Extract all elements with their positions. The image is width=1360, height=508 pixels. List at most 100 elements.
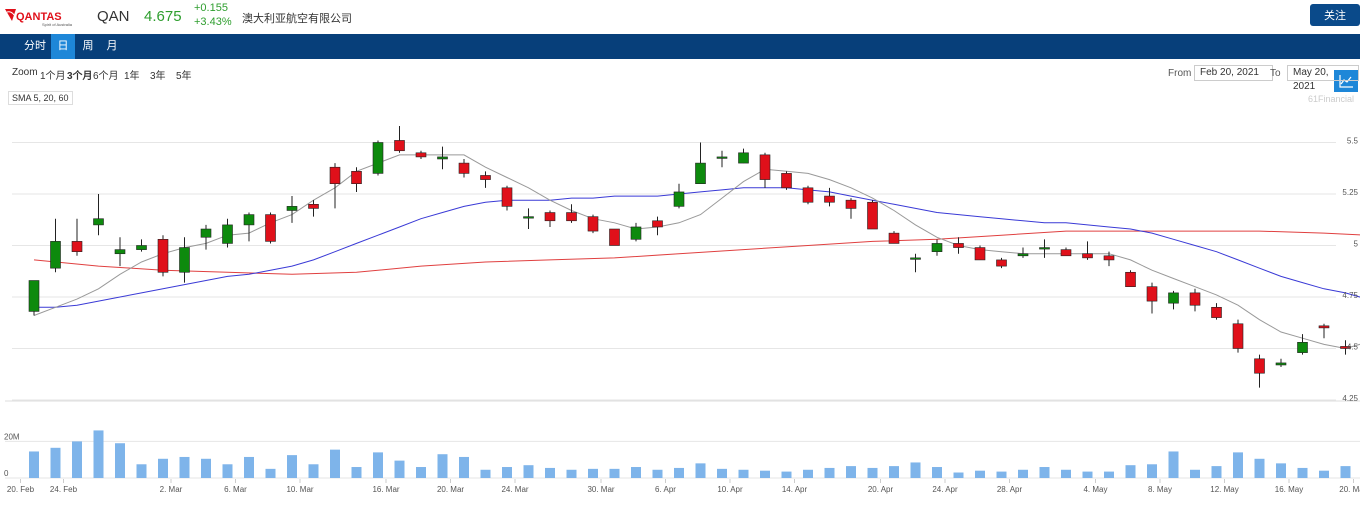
volume-bar <box>609 468 620 478</box>
volume-bar <box>631 467 641 478</box>
candle <box>501 185 513 211</box>
volume-bar <box>136 464 147 478</box>
zoom-1-year[interactable]: 1年 <box>124 71 140 82</box>
to-label: To <box>1270 68 1281 79</box>
candle-body <box>652 220 663 228</box>
candle-body <box>1254 358 1265 374</box>
volume-bar <box>932 467 942 478</box>
candle <box>157 235 169 277</box>
candle <box>716 150 728 168</box>
candle-body <box>329 166 341 185</box>
candle-body <box>974 247 986 261</box>
tab-intraday[interactable]: 分时 <box>24 40 46 52</box>
candle-body <box>501 187 513 207</box>
candle <box>759 152 771 188</box>
candle <box>996 257 1007 269</box>
candle-body <box>759 154 771 180</box>
candle <box>802 185 814 205</box>
to-date-input[interactable]: May 20, 2021 <box>1287 65 1359 92</box>
candle-body <box>179 247 190 273</box>
sma60-layer <box>33 230 1360 275</box>
volume-bar <box>351 467 362 478</box>
chart-type-icon[interactable] <box>1334 70 1358 92</box>
volume-bar <box>760 470 770 478</box>
sma5-layer <box>33 154 1360 350</box>
candle-body <box>394 140 405 152</box>
candle-body <box>351 171 362 184</box>
candle <box>523 208 534 230</box>
x-tick-label: 6. Mar <box>224 485 247 494</box>
candle-body <box>372 142 384 174</box>
candle-body <box>200 228 212 238</box>
candle-body <box>50 241 61 269</box>
volume-tick-label: 20M <box>4 432 20 441</box>
qantas-logo[interactable]: QANTAS Spirit of Australia <box>4 6 82 28</box>
volume-bar <box>1297 467 1308 478</box>
candle <box>695 142 706 185</box>
volume-bar <box>738 469 749 478</box>
y-tick-label: 4.25 <box>1342 394 1358 403</box>
follow-button[interactable]: 关注 <box>1310 4 1360 26</box>
tab-weekly[interactable]: 周 <box>82 40 94 52</box>
zoom-3-years[interactable]: 3年 <box>150 71 166 82</box>
tab-monthly[interactable]: 月 <box>106 40 118 52</box>
volume-bar <box>867 467 878 478</box>
candle-body <box>1232 323 1244 349</box>
sma20-line <box>34 187 1360 308</box>
candle-body <box>1017 253 1029 257</box>
candle <box>329 163 341 209</box>
candle <box>1318 323 1330 339</box>
volume-bar <box>394 460 405 478</box>
ticker-symbol: QAN <box>97 8 130 25</box>
x-tick-label: 20. May <box>1339 485 1360 494</box>
price-change-percent: +3.43% <box>194 16 232 28</box>
candle <box>587 214 599 234</box>
candle-body <box>867 201 878 230</box>
volume-bar <box>566 469 577 478</box>
candle-body <box>1275 362 1287 366</box>
zoom-5-years[interactable]: 5年 <box>176 71 192 82</box>
indicator-label[interactable]: SMA 5, 20, 60 <box>8 91 73 105</box>
candle <box>372 140 384 176</box>
candle <box>1039 239 1050 258</box>
volume-bar <box>416 467 426 478</box>
volume-bar <box>308 464 319 478</box>
volume-bar <box>1190 469 1200 478</box>
candle <box>394 126 405 153</box>
volume-bar <box>695 463 706 478</box>
zoom-3-months[interactable]: 3个月 <box>67 71 93 82</box>
candle-body <box>1060 249 1072 257</box>
candle-body <box>1103 255 1115 261</box>
candle-body <box>222 224 233 244</box>
candle-body <box>93 218 104 226</box>
candle-body <box>566 212 577 222</box>
volume-bar <box>72 441 82 478</box>
candle <box>415 150 427 159</box>
volume-bar <box>1082 471 1093 478</box>
candle <box>824 187 835 207</box>
candle-body <box>673 191 685 207</box>
candle <box>974 245 986 261</box>
candle <box>93 194 104 236</box>
volume-bar <box>1039 467 1050 478</box>
candle <box>888 231 900 244</box>
candle-body <box>1168 292 1179 304</box>
candle-body <box>1039 247 1050 250</box>
volume-bar <box>50 447 61 478</box>
tab-daily[interactable]: 日 <box>51 34 75 59</box>
candle-body <box>738 152 749 164</box>
candle <box>243 212 255 242</box>
volume-bar <box>652 469 663 478</box>
x-tick-label: 12. May <box>1210 485 1238 494</box>
period-tab-bar: 分时 日 周 月 <box>0 34 1360 92</box>
volume-bar <box>803 469 813 478</box>
candle-body <box>716 156 728 159</box>
zoom-1-month[interactable]: 1个月 <box>40 71 66 82</box>
zoom-6-months[interactable]: 6个月 <box>93 71 119 82</box>
candle-body <box>888 232 900 244</box>
from-date-input[interactable]: Feb 20, 2021 <box>1194 65 1273 81</box>
data-credit: 61Financial <box>1308 94 1355 104</box>
volume-bar <box>201 458 211 478</box>
candle <box>953 237 964 254</box>
